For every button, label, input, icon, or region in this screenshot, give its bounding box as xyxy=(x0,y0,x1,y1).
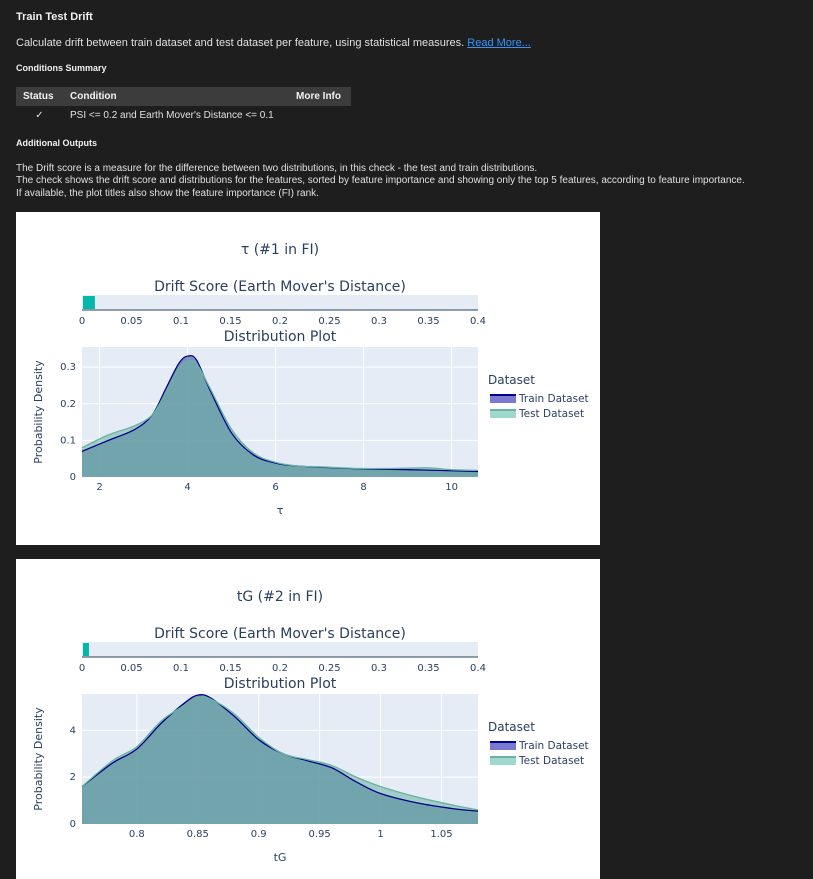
drift-score-title: Drift Score (Earth Mover's Distance) xyxy=(154,279,406,295)
x-tick-label: 0.85 xyxy=(187,829,209,840)
legend-swatch xyxy=(490,395,516,403)
conditions-header-row: Status Condition More Info xyxy=(16,87,351,106)
y-tick-label: 0.3 xyxy=(60,362,76,373)
x-tick-label: 0.8 xyxy=(129,829,145,840)
distribution-title: Distribution Plot xyxy=(224,329,337,345)
drift-tick-label: 0 xyxy=(79,663,85,674)
legend-item[interactable]: Train Dataset xyxy=(490,740,589,752)
conditions-summary-heading: Conditions Summary xyxy=(16,63,107,73)
y-axis-title: Probability Density xyxy=(32,707,45,811)
status-column-header: Status xyxy=(16,87,63,106)
x-tick-label: 1.05 xyxy=(430,829,452,840)
legend-item[interactable]: Test Dataset xyxy=(490,408,584,420)
additional-line-3: If available, the plot titles also show … xyxy=(16,187,319,199)
drift-tick-label: 0.15 xyxy=(219,316,241,327)
table-row: ✓ PSI <= 0.2 and Earth Mover's Distance … xyxy=(16,106,351,125)
drift-tick-label: 0.3 xyxy=(371,663,387,674)
y-tick-label: 2 xyxy=(70,772,76,783)
x-axis-title: tG xyxy=(274,851,287,864)
drift-tick-label: 0.15 xyxy=(219,663,241,674)
y-tick-label: 0 xyxy=(70,472,76,483)
drift-tick-label: 0.25 xyxy=(318,316,340,327)
drift-tick-label: 0.2 xyxy=(272,663,288,674)
x-tick-label: 0.95 xyxy=(308,829,330,840)
distribution-title: Distribution Plot xyxy=(224,676,337,692)
drift-plot-area xyxy=(82,295,478,310)
y-tick-label: 4 xyxy=(70,725,76,736)
series-line-1[interactable] xyxy=(81,693,479,812)
series-area-2 xyxy=(82,696,478,824)
more-info-column-header: More Info xyxy=(289,87,351,106)
status-check-icon: ✓ xyxy=(35,110,44,121)
legend-swatch xyxy=(490,410,516,418)
legend-label: Test Dataset xyxy=(518,755,584,767)
drift-score-bar[interactable] xyxy=(83,643,89,656)
drift-score-bar[interactable] xyxy=(83,296,95,309)
y-axis-title: Probability Density xyxy=(32,360,45,464)
x-tick-label: 4 xyxy=(184,482,190,493)
drift-score-title: Drift Score (Earth Mover's Distance) xyxy=(154,626,406,642)
drift-tick-label: 0.25 xyxy=(318,663,340,674)
condition-cell: PSI <= 0.2 and Earth Mover's Distance <=… xyxy=(70,110,274,121)
additional-outputs-text: The Drift score is a measure for the dif… xyxy=(16,163,745,200)
y-tick-label: 0.2 xyxy=(60,399,76,410)
drift-tick-label: 0.05 xyxy=(120,663,142,674)
drift-tick-label: 0.05 xyxy=(120,316,142,327)
y-tick-label: 0 xyxy=(70,819,76,830)
x-tick-label: 0.9 xyxy=(251,829,267,840)
more-info-cell xyxy=(289,106,351,125)
chart-panel-2[interactable]: tG (#2 in FI) Drift Score (Earth Mover's … xyxy=(16,559,600,879)
drift-tick-label: 0 xyxy=(79,316,85,327)
page-title: Train Test Drift xyxy=(16,11,93,23)
drift-tick-label: 0.2 xyxy=(272,316,288,327)
chart-panel-1[interactable]: τ (#1 in FI) Drift Score (Earth Mover's D… xyxy=(16,212,600,545)
series-area-2 xyxy=(82,360,478,477)
x-axis-title: τ xyxy=(277,504,284,517)
condition-column-header: Condition xyxy=(63,87,289,106)
drift-tick-label: 0.3 xyxy=(371,316,387,327)
x-tick-label: 8 xyxy=(360,482,366,493)
drift-tick-label: 0.35 xyxy=(417,316,439,327)
series-line-2[interactable] xyxy=(81,696,479,811)
additional-line-1: The Drift score is a measure for the dif… xyxy=(16,163,538,174)
x-tick-label: 10 xyxy=(445,482,458,493)
legend-swatch xyxy=(490,757,516,765)
x-tick-label: 6 xyxy=(272,482,278,493)
drift-tick-label: 0.35 xyxy=(417,663,439,674)
legend-title: Dataset xyxy=(488,720,535,734)
additional-outputs-heading: Additional Outputs xyxy=(16,138,97,148)
legend-item[interactable]: Test Dataset xyxy=(490,755,584,767)
legend-label: Train Dataset xyxy=(518,740,589,752)
legend-item[interactable]: Train Dataset xyxy=(490,393,589,405)
legend-title: Dataset xyxy=(488,373,535,387)
drift-tick-label: 0.4 xyxy=(470,316,486,327)
chart-svg: tG (#2 in FI) Drift Score (Earth Mover's … xyxy=(32,589,589,864)
drift-tick-label: 0.1 xyxy=(173,663,189,674)
drift-tick-label: 0.4 xyxy=(470,663,486,674)
x-tick-label: 1 xyxy=(377,829,383,840)
conditions-table: Status Condition More Info ✓ PSI <= 0.2 … xyxy=(16,87,351,125)
series-line-2[interactable] xyxy=(81,359,479,472)
legend-label: Test Dataset xyxy=(518,408,584,420)
description-text: Calculate drift between train dataset an… xyxy=(16,37,465,49)
legend-swatch xyxy=(490,742,516,750)
read-more-link[interactable]: Read More... xyxy=(467,37,531,49)
y-tick-label: 0.1 xyxy=(60,435,76,446)
chart-title: τ (#1 in FI) xyxy=(241,242,319,258)
drift-plot-area xyxy=(82,642,478,657)
additional-line-2: The check shows the drift score and dist… xyxy=(16,175,745,187)
legend-label: Train Dataset xyxy=(518,393,589,405)
x-tick-label: 2 xyxy=(96,482,102,493)
drift-tick-label: 0.1 xyxy=(173,316,189,327)
chart-title: tG (#2 in FI) xyxy=(237,589,323,605)
chart-svg: τ (#1 in FI) Drift Score (Earth Mover's D… xyxy=(32,242,589,517)
check-description: Calculate drift between train dataset an… xyxy=(16,37,531,49)
